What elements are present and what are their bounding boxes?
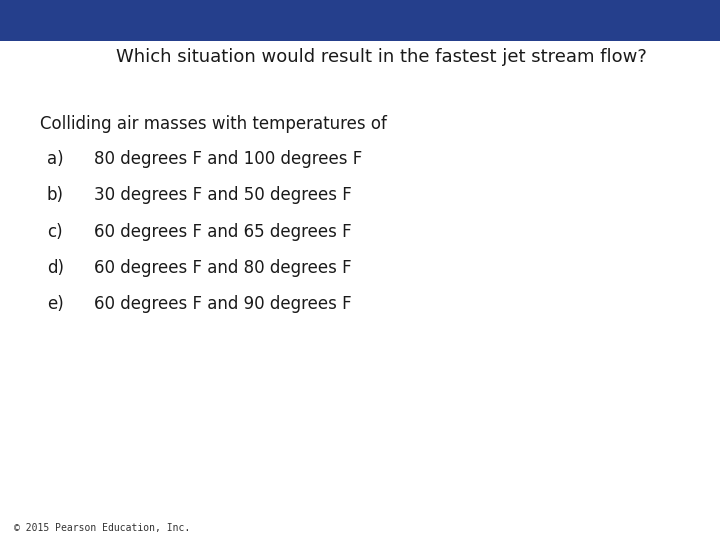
Text: e): e) [47, 295, 63, 313]
Text: 60 degrees F and 80 degrees F: 60 degrees F and 80 degrees F [94, 259, 351, 277]
Bar [0, 0, 720, 40]
Text: 30 degrees F and 50 degrees F: 30 degrees F and 50 degrees F [94, 186, 351, 205]
Text: b): b) [47, 186, 64, 205]
Text: 80 degrees F and 100 degrees F: 80 degrees F and 100 degrees F [94, 150, 362, 168]
Text: 60 degrees F and 65 degrees F: 60 degrees F and 65 degrees F [94, 222, 351, 241]
Text: a): a) [47, 150, 63, 168]
Text: c): c) [47, 222, 63, 241]
Text: 60 degrees F and 90 degrees F: 60 degrees F and 90 degrees F [94, 295, 351, 313]
Text: Which situation would result in the fastest jet stream flow?: Which situation would result in the fast… [116, 48, 647, 66]
Text: © 2015 Pearson Education, Inc.: © 2015 Pearson Education, Inc. [14, 523, 191, 533]
Text: Colliding air masses with temperatures of: Colliding air masses with temperatures o… [40, 115, 387, 133]
Text: d): d) [47, 259, 64, 277]
